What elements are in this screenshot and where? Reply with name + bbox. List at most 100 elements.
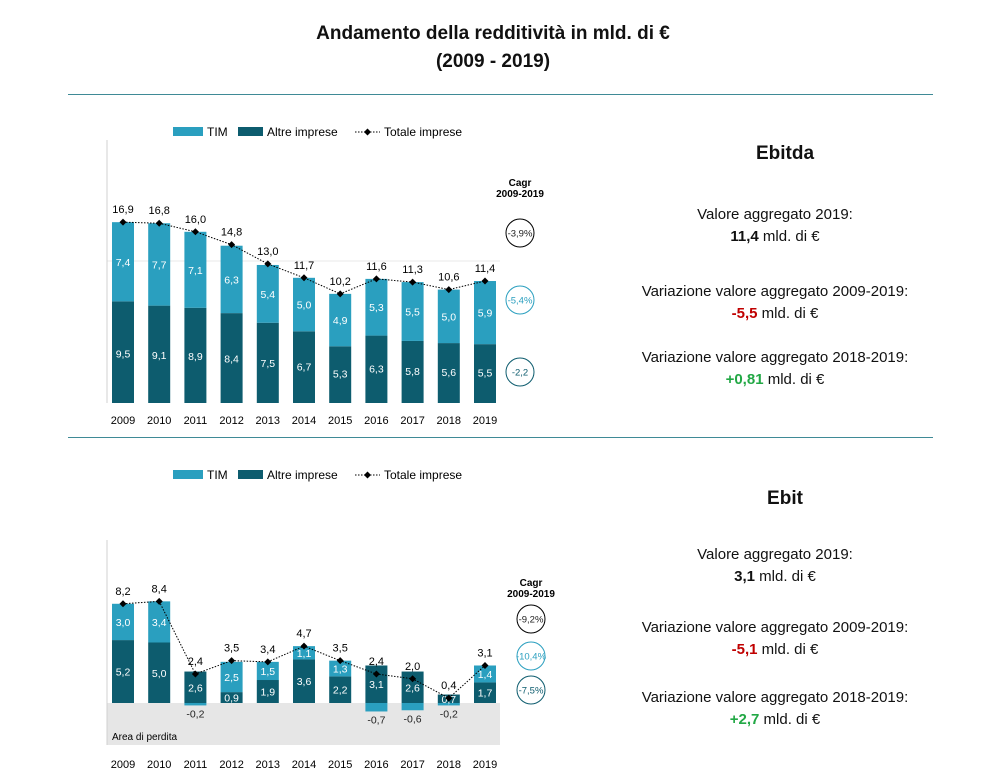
cagr-period: 2009-2019 [507, 589, 555, 600]
total-marker-2010 [155, 597, 163, 605]
legend-swatch-altre [238, 470, 263, 479]
cagr-title: Cagr [509, 178, 532, 189]
label-altre-2019: 1,7 [478, 688, 493, 700]
label-altre-2009: 9,5 [116, 348, 131, 360]
year-label-2014: 2014 [292, 759, 316, 771]
year-label-2019: 2019 [473, 415, 497, 427]
year-label-2016: 2016 [364, 415, 388, 427]
cagr-altre-circle [505, 357, 535, 387]
page-title-line1: Andamento della redditività in mld. di € [316, 23, 670, 44]
ebit-stat-value-2019: Valore aggregato 2019: 3,1 mld. di € [580, 544, 970, 588]
label-tim-2016: -0,7 [367, 714, 385, 726]
year-label-2015: 2015 [328, 415, 352, 427]
stat-value: +0,81 [725, 371, 764, 388]
loss-area-label: Area di perdita [112, 732, 177, 743]
label-tim-2014: 1,1 [297, 648, 312, 660]
label-altre-2015: 5,3 [333, 368, 348, 380]
stat-unit: mld. di € [758, 228, 820, 245]
bar-altre-2016 [365, 335, 388, 403]
total-label-2012: 14,8 [221, 227, 242, 239]
label-altre-2012: 0,9 [224, 693, 239, 705]
total-marker-2013 [264, 658, 272, 666]
bar-altre-2015 [329, 346, 352, 403]
total-marker-2018 [445, 694, 453, 702]
total-marker-2012 [228, 241, 236, 249]
cagr-tim-circle [516, 641, 546, 671]
bar-tim-2018 [437, 703, 460, 706]
stat-label: Variazione valore aggregato 2009-2019: [641, 619, 909, 636]
label-altre-2016: 3,1 [369, 679, 384, 691]
bar-tim-2011 [184, 703, 207, 706]
bar-tim-2017 [401, 282, 424, 341]
bar-tim-2018 [437, 289, 460, 344]
cagr-altre-value: -7,5% [519, 686, 544, 697]
stat-unit: mld. di € [759, 711, 821, 728]
bar-tim-2011 [184, 231, 207, 308]
label-altre-2010: 9,1 [152, 350, 167, 362]
label-tim-2017: -0,6 [404, 713, 422, 725]
total-marker-2015 [336, 290, 344, 298]
label-tim-2010: 7,7 [152, 259, 167, 271]
label-tim-2013: 1,5 [260, 666, 275, 678]
total-marker-2009 [119, 218, 127, 226]
total-label-2017: 2,0 [405, 661, 420, 673]
total-label-2017: 11,3 [402, 264, 423, 276]
loss-area [107, 703, 500, 745]
total-marker-2009 [119, 600, 127, 608]
bar-altre-2017 [401, 340, 424, 403]
total-marker-2015 [336, 657, 344, 665]
ebitda-chart: TIM Altre imprese Totale imprese 9,5 7,4 2009… [106, 125, 544, 427]
label-tim-2011: 7,1 [188, 265, 203, 277]
cagr-total-value: -9,2% [519, 615, 544, 626]
ebitda-stat-variation-2009-2019: Variazione valore aggregato 2009-2019: -… [580, 281, 970, 325]
total-label-2018: 10,6 [438, 272, 459, 284]
stat-value: 3,1 [734, 568, 755, 585]
bar-altre-2019 [474, 682, 496, 703]
bar-altre-2009 [112, 301, 134, 403]
total-label-2015: 10,2 [329, 276, 350, 288]
ebit-stat-variation-2009-2019: Variazione valore aggregato 2009-2019: -… [580, 617, 970, 661]
label-tim-2011: -0,2 [186, 708, 204, 720]
legend-swatch-altre [238, 127, 263, 136]
total-label-2009: 16,9 [112, 204, 133, 216]
total-label-2010: 16,8 [148, 205, 169, 217]
label-tim-2013: 5,4 [260, 289, 275, 301]
bar-altre-2011 [184, 671, 207, 703]
label-altre-2013: 7,5 [260, 358, 275, 370]
legend-label-total: Totale imprese [384, 468, 462, 482]
legend-marker-total [364, 471, 371, 479]
cagr-total-value: -3,9% [508, 229, 533, 240]
legend-label-altre: Altre imprese [267, 468, 338, 482]
bar-tim-2014 [293, 646, 315, 660]
year-label-2013: 2013 [256, 415, 280, 427]
stat-unit: mld. di € [763, 371, 825, 388]
ebitda-panel-title: Ebitda [755, 143, 815, 164]
total-label-2011: 2,4 [188, 656, 203, 668]
label-tim-2009: 3,0 [116, 617, 131, 629]
bar-tim-2015 [329, 293, 352, 347]
label-tim-2015: 4,9 [333, 315, 348, 327]
bar-tim-2015 [329, 660, 352, 677]
label-altre-2017: 5,8 [405, 366, 420, 378]
total-marker-2019 [481, 277, 489, 285]
total-label-2011: 16,0 [185, 214, 206, 226]
total-label-2012: 3,5 [224, 643, 239, 655]
stat-value: -5,1 [731, 641, 758, 658]
bar-altre-2013 [256, 680, 279, 703]
bar-altre-2012 [220, 313, 243, 403]
bar-altre-2014 [293, 659, 315, 703]
total-marker-2017 [409, 675, 417, 683]
year-label-2011: 2011 [184, 759, 208, 771]
legend-swatch-tim [173, 127, 203, 136]
bar-tim-2010 [148, 601, 171, 643]
cagr-total-circle [505, 218, 535, 248]
bar-altre-2009 [112, 640, 134, 703]
stat-value: 11,4 [730, 228, 759, 245]
total-label-2015: 3,5 [333, 643, 348, 655]
label-altre-2010: 5,0 [152, 668, 167, 680]
cagr-total-circle [516, 604, 546, 634]
bar-altre-2017 [401, 671, 424, 703]
total-label-2019: 3,1 [477, 647, 492, 659]
bar-tim-2016 [365, 703, 388, 712]
ebit-chart: Area di perdita TIM Altre imprese Totale im… [106, 468, 555, 771]
